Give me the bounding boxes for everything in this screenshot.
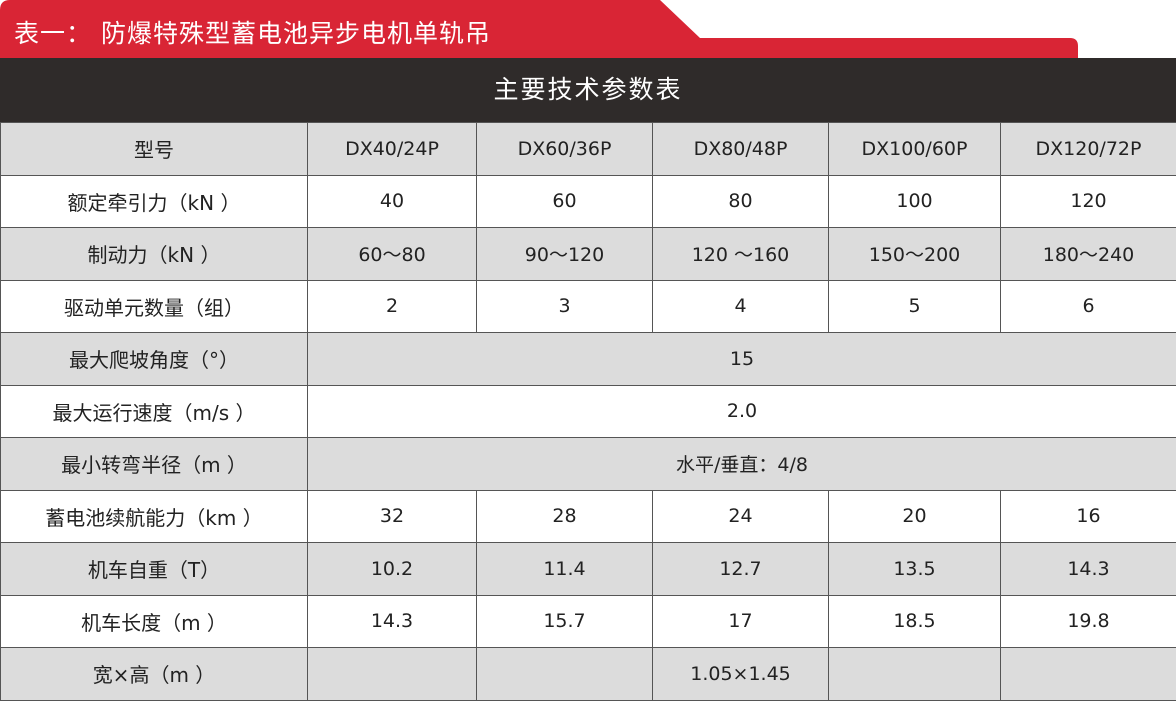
- value-cell: DX100/60P: [828, 122, 1001, 176]
- row-label: 型号: [0, 122, 308, 176]
- row-label: 制动力（kN ）: [0, 227, 308, 281]
- value-cell: DX120/72P: [1000, 122, 1176, 176]
- value-cell: 150～200: [828, 227, 1001, 281]
- value-cell: 180～240: [1000, 227, 1176, 281]
- row-label: 机车长度（m ）: [0, 594, 308, 648]
- value-cell: 14.3: [1000, 542, 1176, 596]
- table-row: 最小转弯半径（m ）水平/垂直：4/8: [0, 437, 1176, 491]
- table-row: 制动力（kN ） 60～80 90～120 120 ～160 150～200 180～24…: [0, 227, 1176, 281]
- value-cell: [1000, 647, 1176, 701]
- value-cell: 12.7: [652, 542, 829, 596]
- row-label: 蓄电池续航能力（km ）: [0, 489, 308, 543]
- table-row: 最大运行速度（m/s ） 2.0: [0, 384, 1176, 438]
- value-cell: 60: [476, 174, 653, 228]
- row-label: 最大运行速度（m/s ）: [0, 384, 308, 438]
- table-row: 驱动单元数量（组） 2 3 4 5 6: [0, 279, 1176, 333]
- page-title: 表一： 防爆特殊型蓄电池异步电机单轨吊: [14, 19, 491, 48]
- value-cell: DX40/24P: [307, 122, 477, 176]
- table-row: 额定牵引力（kN ） 40 60 80 100 120: [0, 174, 1176, 228]
- table-title: 主要技术参数表: [0, 58, 1176, 122]
- merged-value-cell: 2.0: [307, 384, 1176, 438]
- value-cell: 2: [307, 279, 477, 333]
- row-label: 最大爬坡角度（°）: [0, 332, 308, 386]
- value-cell: 20: [828, 489, 1001, 543]
- value-cell: DX60/36P: [476, 122, 653, 176]
- table-row: 最大爬坡角度（°） 15: [0, 332, 1176, 386]
- value-cell: 32: [307, 489, 477, 543]
- value-cell: [476, 647, 653, 701]
- value-cell: 4: [652, 279, 829, 333]
- value-cell: 18.5: [828, 594, 1001, 648]
- value-cell: 19.8: [1000, 594, 1176, 648]
- value-cell: DX80/48P: [652, 122, 829, 176]
- value-cell: 120: [1000, 174, 1176, 228]
- table-row: 型号 DX40/24P DX60/36P DX80/48P DX100/60P DX120…: [0, 122, 1176, 176]
- value-cell: [307, 647, 477, 701]
- value-cell: [828, 647, 1001, 701]
- row-label: 驱动单元数量（组）: [0, 279, 308, 333]
- value-cell: 90～120: [476, 227, 653, 281]
- row-label: 宽×高（m ）: [0, 647, 308, 701]
- spec-table: 型号 DX40/24P DX60/36P DX80/48P DX100/60P DX120…: [0, 122, 1176, 701]
- value-cell: 15.7: [476, 594, 653, 648]
- title-banner: 表一： 防爆特殊型蓄电池异步电机单轨吊: [0, 0, 1176, 58]
- merged-value-cell: 15: [307, 332, 1176, 386]
- table-row: 机车长度（m ） 14.3 15.7 17 18.5 19.8: [0, 594, 1176, 648]
- value-cell: 5: [828, 279, 1001, 333]
- row-label: 最小转弯半径（m ）: [0, 437, 308, 491]
- value-cell: 3: [476, 279, 653, 333]
- value-cell: 24: [652, 489, 829, 543]
- title-banner-shape: [0, 0, 1078, 58]
- value-cell: 10.2: [307, 542, 477, 596]
- value-cell: 80: [652, 174, 829, 228]
- table-row: 宽×高（m ） 1.05×1.45: [0, 647, 1176, 701]
- value-cell: 60～80: [307, 227, 477, 281]
- value-cell: 28: [476, 489, 653, 543]
- table-row: 蓄电池续航能力（km ） 32 28 24 20 16: [0, 489, 1176, 543]
- row-label: 机车自重（T）: [0, 542, 308, 596]
- value-cell: 17: [652, 594, 829, 648]
- value-cell: 16: [1000, 489, 1176, 543]
- value-cell: 13.5: [828, 542, 1001, 596]
- value-cell: 40: [307, 174, 477, 228]
- row-label: 额定牵引力（kN ）: [0, 174, 308, 228]
- value-cell: 1.05×1.45: [652, 647, 829, 701]
- value-cell: 14.3: [307, 594, 477, 648]
- merged-value-cell: 水平/垂直：4/8: [307, 437, 1176, 491]
- value-cell: 100: [828, 174, 1001, 228]
- table-row: 机车自重（T） 10.2 11.4 12.7 13.5 14.3: [0, 542, 1176, 596]
- value-cell: 6: [1000, 279, 1176, 333]
- value-cell: 11.4: [476, 542, 653, 596]
- value-cell: 120 ～160: [652, 227, 829, 281]
